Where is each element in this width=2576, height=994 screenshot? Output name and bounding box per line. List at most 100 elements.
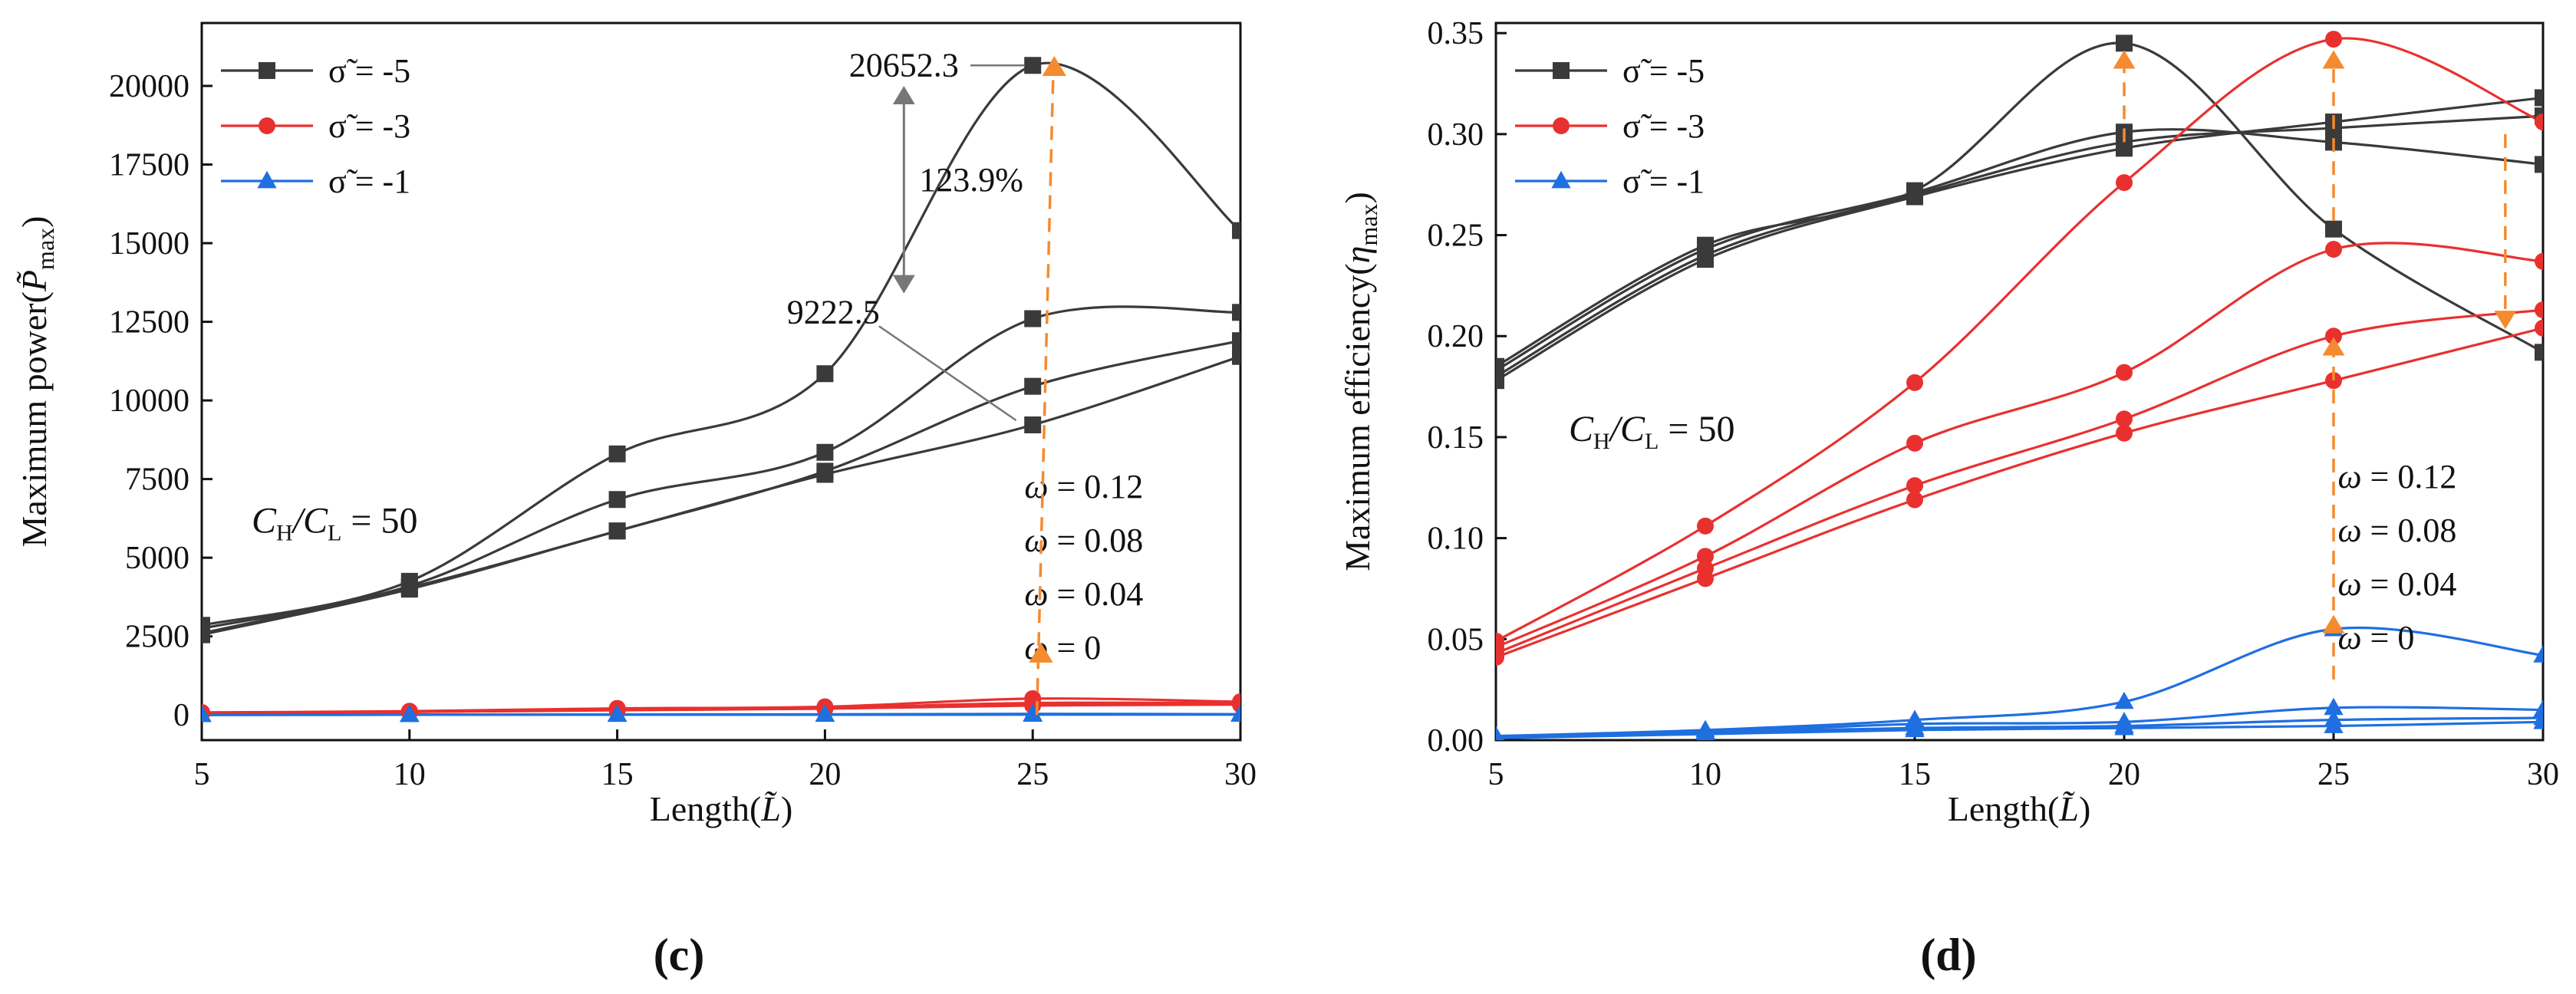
data-point (2116, 410, 2133, 428)
data-point (400, 704, 420, 722)
y-axis-label-subscript: max (1355, 203, 1382, 245)
x-tick-label: 20 (2108, 757, 2140, 792)
data-point (2116, 364, 2133, 381)
legend-marker (1551, 170, 1571, 189)
omega-label: ω = 0.08 (2337, 512, 2456, 549)
series-line (1496, 327, 2543, 659)
data-point (816, 466, 834, 483)
series-line (1496, 96, 2543, 382)
data-point (202, 626, 210, 643)
omega-value: = 0.04 (2362, 565, 2457, 603)
data-point (1024, 310, 1042, 327)
legend-marker (1553, 117, 1570, 134)
orange-arrowhead-mid (1029, 642, 1053, 663)
y-tick-label: 20000 (109, 69, 189, 104)
x-tick-label: 10 (394, 757, 426, 792)
data-point (2325, 31, 2342, 48)
series-line (1496, 308, 2543, 655)
omega-symbol: ω (2337, 565, 2361, 603)
ratio-c: C (1569, 409, 1594, 449)
omega-label: ω = 0 (2337, 619, 2414, 657)
y-tick-label: 0.05 (1428, 622, 1484, 657)
series-line (1496, 41, 2543, 368)
data-point (400, 581, 418, 598)
orange-arrowhead (2322, 337, 2345, 356)
data-point (2535, 156, 2543, 173)
x-axis-label-tail: ) (781, 789, 792, 828)
omega-value: = 0.08 (2362, 512, 2457, 549)
data-point (2535, 114, 2543, 131)
x-axis-label-symbol: L̃ (760, 789, 781, 828)
omega-value: = 0 (2362, 619, 2415, 657)
series-line (1496, 720, 2543, 739)
y-tick-label: 0.10 (1428, 522, 1484, 557)
omega-value: = 0.04 (1048, 575, 1143, 613)
data-point (816, 365, 834, 383)
legend-label: σ̃ = -1 (328, 163, 410, 200)
data-point (1232, 347, 1240, 365)
x-tick-label: 5 (1488, 757, 1504, 792)
omega-symbol: ω (2337, 619, 2361, 657)
legend-label: σ̃ = -1 (1622, 163, 1705, 200)
orange-dashed-arrow (1035, 64, 1056, 716)
data-point (2116, 140, 2133, 157)
omega-label: ω = 0.04 (1024, 575, 1143, 613)
legend-label: σ̃ = -5 (328, 52, 410, 90)
x-tick-label: 15 (601, 757, 634, 792)
x-axis-label: Length(L̃) (650, 789, 793, 828)
data-point (1906, 434, 1923, 452)
legend-label: σ̃ = -3 (328, 107, 410, 145)
data-point (608, 445, 626, 462)
legend: σ̃ = -5 σ̃ = -3 σ̃ = -1 (221, 52, 410, 200)
y-axis-label-symbol: P̃ (15, 270, 54, 292)
series-line (1496, 37, 2543, 643)
omega-symbol: ω (1024, 522, 1048, 559)
data-point (1232, 332, 1240, 350)
data-point (2535, 301, 2543, 318)
orange-arrowhead-mid (2322, 614, 2345, 634)
y-tick-label: 0.30 (1428, 117, 1484, 153)
ratio-annotation: CH/CL = 50 (252, 500, 417, 545)
y-tick-label: 17500 (109, 148, 189, 183)
gain-percentage-label: 123.9% (919, 161, 1023, 199)
omega-value: = 0.08 (1048, 522, 1143, 559)
ratio-sub-l: L (328, 520, 341, 545)
series-line (1496, 242, 2543, 649)
omega-symbol: ω (1024, 468, 1048, 505)
data-point (1696, 723, 1715, 740)
y-axis-label-tail: ) (15, 216, 54, 228)
panel-label: (d) (1920, 930, 1976, 980)
data-point (1496, 728, 1503, 740)
series-group (202, 57, 1240, 722)
legend-label: σ̃ = -3 (1622, 107, 1705, 145)
data-point (1496, 649, 1504, 667)
y-axis-label-tail: ) (1338, 192, 1377, 203)
y-axis-label-subscript: max (31, 228, 59, 270)
data-point (2533, 645, 2543, 663)
x-axis-label: Length(L̃) (1948, 789, 2091, 828)
peak-value-label: 20652.3 (849, 46, 959, 84)
y-tick-label: 0.35 (1428, 16, 1484, 51)
gain-arrowhead-up (892, 86, 915, 105)
legend-marker (259, 62, 275, 79)
y-tick-label: 10000 (109, 383, 189, 419)
y-axis-label: Maximum power(P̃max) (15, 216, 59, 548)
data-point (2116, 174, 2133, 192)
series-line (202, 355, 1240, 637)
orange-arrowhead (1042, 56, 1066, 77)
x-tick-label: 10 (1689, 757, 1721, 792)
y-tick-label: 0.20 (1428, 319, 1484, 354)
y-tick-label: 15000 (109, 226, 189, 262)
data-point (1232, 304, 1240, 321)
y-tick-label: 12500 (109, 305, 189, 341)
data-point (608, 522, 626, 540)
data-point (1496, 372, 1504, 390)
omega-symbol: ω (2337, 512, 2361, 549)
y-tick-label: 0 (173, 698, 189, 733)
y-tick-label: 0.00 (1428, 723, 1484, 759)
legend-marker (259, 117, 275, 134)
data-point (2535, 319, 2543, 337)
data-point (1024, 416, 1042, 433)
y-tick-label: 2500 (125, 620, 189, 655)
